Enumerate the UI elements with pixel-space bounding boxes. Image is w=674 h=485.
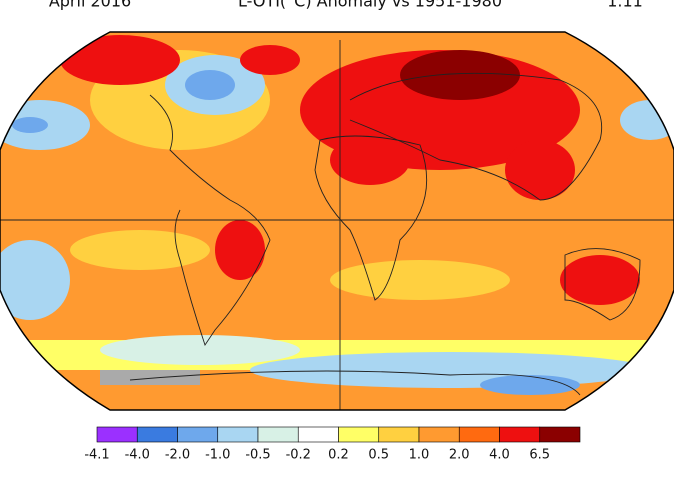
legend-label: -0.2 [286, 448, 311, 463]
legend-swatch [217, 426, 259, 443]
legend-swatch [96, 426, 138, 443]
map-date: April 2016 [49, 0, 131, 11]
legend-swatch [136, 426, 178, 443]
legend-label: -4.0 [125, 448, 150, 463]
legend-swatch [418, 426, 460, 443]
legend-label: -2.0 [165, 448, 190, 463]
legend-label: 6.5 [529, 448, 550, 463]
map-border [0, 31, 674, 411]
legend-label: 1.0 [409, 448, 430, 463]
legend-label: 4.0 [489, 448, 510, 463]
legend-swatch [499, 426, 541, 443]
legend-swatch [539, 426, 581, 443]
legend-swatch [378, 426, 420, 443]
legend-label: -0.5 [245, 448, 270, 463]
legend-swatch [297, 426, 339, 443]
legend-swatch [177, 426, 219, 443]
color-legend: -4.1 -4.0 -2.0 -1.0 -0.5 -0.2 0.2 0.5 1.0 2.0 4.0 6… [84, 426, 581, 463]
anomaly-map [0, 32, 674, 410]
legend-label: 0.5 [368, 448, 389, 463]
map-title: L-OTI(°C) Anomaly vs 1951-1980 [238, 0, 502, 11]
legend-label: -4.1 [84, 448, 109, 463]
legend-swatch [458, 426, 500, 443]
legend-label: 0.2 [328, 448, 349, 463]
global-mean: 1.11 [607, 0, 643, 11]
legend-swatch [257, 426, 299, 443]
legend-label: 2.0 [449, 448, 470, 463]
legend-label: -1.0 [205, 448, 230, 463]
legend-swatch [338, 426, 380, 443]
